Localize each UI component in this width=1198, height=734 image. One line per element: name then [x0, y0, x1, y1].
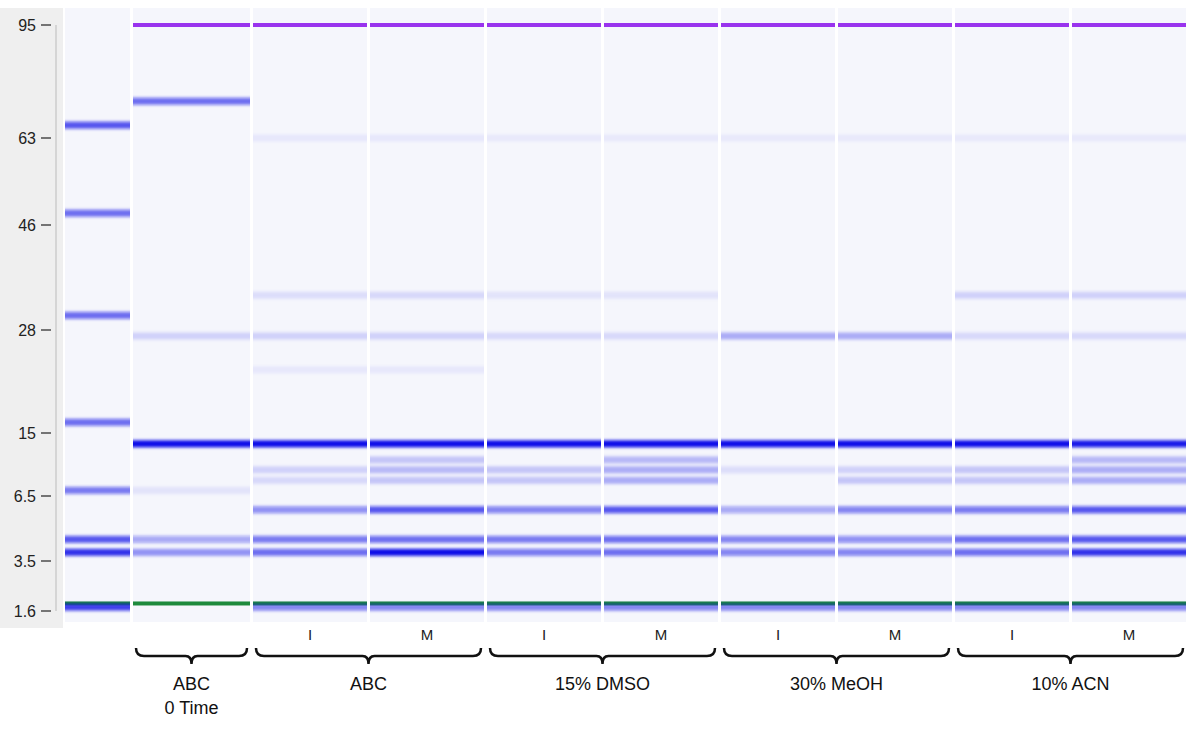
svg-text:10% ACN: 10% ACN	[1031, 674, 1109, 694]
svg-text:6.5: 6.5	[14, 488, 36, 505]
svg-text:M: M	[655, 626, 668, 643]
svg-text:ABC: ABC	[350, 674, 387, 694]
svg-text:15: 15	[18, 425, 36, 442]
svg-text:3.5: 3.5	[14, 553, 36, 570]
svg-text:95: 95	[18, 17, 36, 34]
svg-text:63: 63	[18, 130, 36, 147]
svg-text:M: M	[889, 626, 902, 643]
svg-text:I: I	[776, 626, 780, 643]
svg-text:M: M	[421, 626, 434, 643]
svg-text:46: 46	[18, 217, 36, 234]
svg-text:M: M	[1123, 626, 1136, 643]
svg-text:0 Time: 0 Time	[164, 698, 218, 718]
svg-text:1.6: 1.6	[14, 603, 36, 620]
svg-text:I: I	[542, 626, 546, 643]
svg-text:30% MeOH: 30% MeOH	[790, 674, 883, 694]
svg-text:28: 28	[18, 322, 36, 339]
svg-text:I: I	[308, 626, 312, 643]
svg-text:I: I	[1010, 626, 1014, 643]
svg-text:15% DMSO: 15% DMSO	[555, 674, 650, 694]
svg-text:ABC: ABC	[173, 674, 210, 694]
